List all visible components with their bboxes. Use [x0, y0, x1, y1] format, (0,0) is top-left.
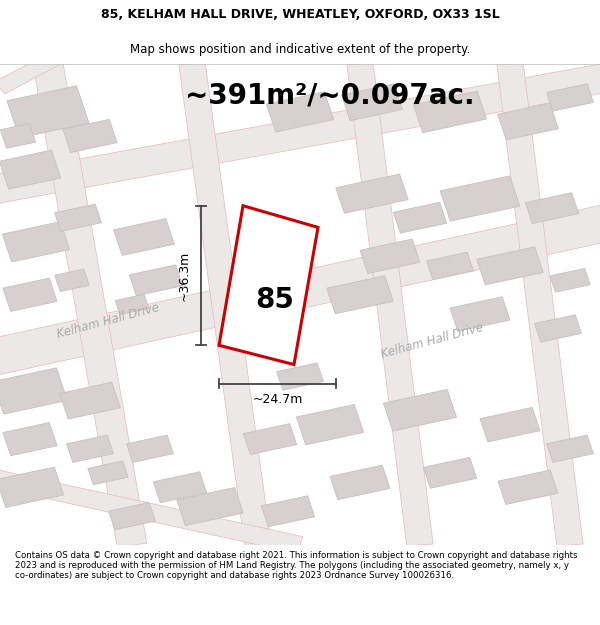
Polygon shape — [63, 119, 117, 152]
Polygon shape — [480, 408, 540, 442]
Polygon shape — [547, 84, 593, 111]
Polygon shape — [550, 269, 590, 292]
Polygon shape — [88, 461, 128, 484]
Polygon shape — [0, 59, 600, 208]
Polygon shape — [0, 368, 67, 414]
Polygon shape — [0, 467, 64, 508]
Text: Map shows position and indicative extent of the property.: Map shows position and indicative extent… — [130, 43, 470, 56]
Polygon shape — [450, 297, 510, 331]
Polygon shape — [526, 192, 578, 224]
Polygon shape — [113, 219, 175, 256]
Polygon shape — [3, 278, 57, 311]
Text: 85: 85 — [255, 286, 294, 314]
Polygon shape — [7, 86, 89, 138]
Polygon shape — [115, 294, 149, 314]
Polygon shape — [130, 265, 182, 296]
Polygon shape — [413, 91, 487, 132]
Text: 85, KELHAM HALL DRIVE, WHEATLEY, OXFORD, OX33 1SL: 85, KELHAM HALL DRIVE, WHEATLEY, OXFORD,… — [101, 8, 499, 21]
Text: ~391m²/~0.097ac.: ~391m²/~0.097ac. — [185, 81, 475, 109]
Polygon shape — [179, 62, 271, 546]
Polygon shape — [127, 435, 173, 462]
Polygon shape — [109, 503, 155, 530]
Polygon shape — [1, 124, 35, 148]
Polygon shape — [336, 174, 408, 213]
Polygon shape — [0, 150, 61, 189]
Polygon shape — [3, 422, 57, 456]
Polygon shape — [59, 382, 121, 419]
Polygon shape — [330, 465, 390, 499]
Polygon shape — [266, 92, 334, 132]
Text: Kelham Hall Drive: Kelham Hall Drive — [55, 301, 161, 341]
Text: ~36.3m: ~36.3m — [178, 251, 191, 301]
Polygon shape — [0, 34, 95, 94]
Polygon shape — [440, 176, 520, 221]
Polygon shape — [219, 206, 318, 364]
Polygon shape — [244, 424, 296, 454]
Polygon shape — [383, 389, 457, 431]
Polygon shape — [547, 435, 593, 462]
Polygon shape — [347, 62, 433, 546]
Polygon shape — [0, 200, 600, 380]
Polygon shape — [427, 253, 473, 279]
Text: ~24.7m: ~24.7m — [253, 392, 302, 406]
Polygon shape — [2, 222, 70, 262]
Polygon shape — [0, 464, 303, 553]
Text: Contains OS data © Crown copyright and database right 2021. This information is : Contains OS data © Crown copyright and d… — [15, 551, 577, 581]
Polygon shape — [497, 62, 583, 546]
Polygon shape — [55, 269, 89, 291]
Polygon shape — [497, 103, 559, 140]
Text: Kelham Hall Drive: Kelham Hall Drive — [379, 321, 485, 361]
Polygon shape — [341, 84, 403, 121]
Polygon shape — [277, 363, 323, 390]
Polygon shape — [498, 470, 558, 504]
Polygon shape — [360, 239, 420, 274]
Polygon shape — [477, 247, 543, 285]
Polygon shape — [535, 315, 581, 342]
Polygon shape — [154, 472, 206, 502]
Polygon shape — [262, 496, 314, 527]
Polygon shape — [177, 488, 243, 526]
Polygon shape — [296, 404, 364, 445]
Polygon shape — [327, 276, 393, 314]
Polygon shape — [55, 204, 101, 231]
Polygon shape — [394, 202, 446, 233]
Polygon shape — [67, 435, 113, 462]
Polygon shape — [424, 458, 476, 488]
Polygon shape — [33, 62, 147, 547]
